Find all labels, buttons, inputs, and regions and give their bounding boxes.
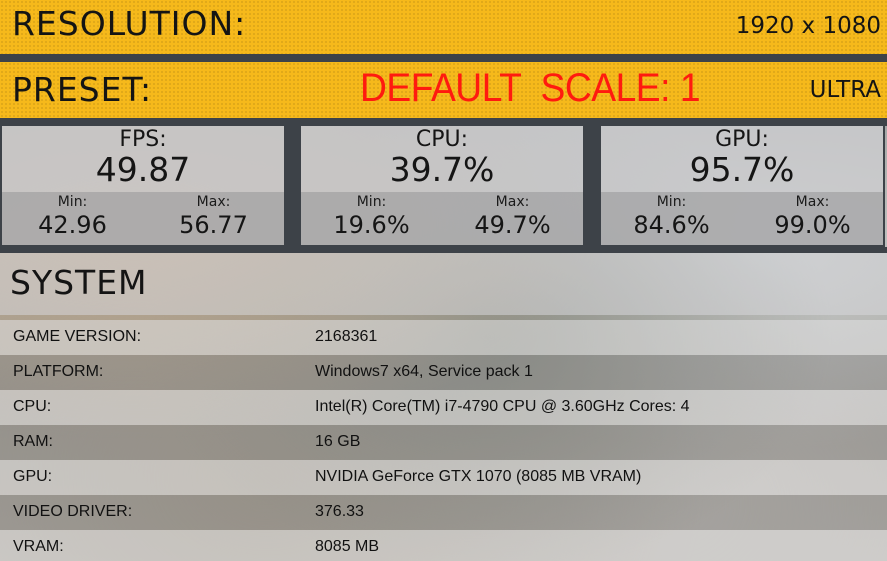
row-key: CPU: <box>13 398 52 415</box>
row-value: 2168361 <box>315 328 378 345</box>
separator <box>0 54 887 62</box>
gpu-main: GPU: 95.7% <box>601 126 883 191</box>
cpu-min-label: Min: <box>356 194 387 210</box>
preset-value: ULTRA <box>809 77 881 103</box>
row-value: 8085 MB <box>315 538 380 555</box>
resolution-label: RESOLUTION: <box>12 4 247 43</box>
gpu-max: Max: 99.0% <box>742 192 883 240</box>
row-value: Windows7 x64, Service pack 1 <box>315 363 533 380</box>
gpu-max-value: 99.0% <box>774 211 851 239</box>
system-header: SYSTEM <box>0 247 887 315</box>
fps-minmax: Min: 42.96 Max: 56.77 <box>2 192 284 245</box>
fps-min: Min: 42.96 <box>2 192 143 240</box>
fps-stat-box: FPS: 49.87 Min: 42.96 Max: 56.77 <box>0 126 286 247</box>
table-row: VIDEO DRIVER: 376.33 <box>0 495 887 530</box>
cpu-min-value: 19.6% <box>333 211 410 239</box>
row-value: Intel(R) Core(TM) i7-4790 CPU @ 3.60GHz … <box>315 398 690 415</box>
row-value: NVIDIA GeForce GTX 1070 (8085 MB VRAM) <box>315 468 642 485</box>
preset-bar: PRESET: DEFAULT SCALE: 1 ULTRA <box>0 62 887 118</box>
row-key: VIDEO DRIVER: <box>13 503 133 520</box>
stat-divider <box>585 126 599 247</box>
fps-max-label: Max: <box>196 194 231 210</box>
cpu-max: Max: 49.7% <box>442 192 583 240</box>
gpu-max-label: Max: <box>795 194 830 210</box>
table-row: CPU: Intel(R) Core(TM) i7-4790 CPU @ 3.6… <box>0 390 887 425</box>
fps-value: 49.87 <box>95 150 191 189</box>
row-key: GPU: <box>13 468 53 485</box>
row-key: RAM: <box>13 433 53 450</box>
table-row: GPU: NVIDIA GeForce GTX 1070 (8085 MB VR… <box>0 460 887 495</box>
gpu-min: Min: 84.6% <box>601 192 742 240</box>
row-value: 376.33 <box>315 503 364 520</box>
gpu-value: 95.7% <box>689 150 795 189</box>
cpu-max-label: Max: <box>495 194 530 210</box>
fps-main: FPS: 49.87 <box>2 126 284 191</box>
row-key: VRAM: <box>13 538 64 555</box>
row-value: 16 GB <box>315 433 361 450</box>
cpu-label: CPU: <box>415 127 469 152</box>
gpu-stat-box: GPU: 95.7% Min: 84.6% Max: 99.0% <box>599 126 885 247</box>
cpu-value: 39.7% <box>389 150 495 189</box>
cpu-main: CPU: 39.7% <box>301 126 583 191</box>
row-key: GAME VERSION: <box>13 328 142 345</box>
table-row: RAM: 16 GB <box>0 425 887 460</box>
row-key: PLATFORM: <box>13 363 104 380</box>
cpu-max-value: 49.7% <box>474 211 551 239</box>
system-title: SYSTEM <box>10 263 148 302</box>
resolution-bar: RESOLUTION: 1920 x 1080 <box>0 0 887 54</box>
stat-divider <box>286 126 299 247</box>
resolution-value: 1920 x 1080 <box>735 13 881 39</box>
gpu-minmax: Min: 84.6% Max: 99.0% <box>601 192 883 245</box>
table-row: VRAM: 8085 MB <box>0 530 887 561</box>
separator <box>0 118 887 126</box>
table-row: PLATFORM: Windows7 x64, Service pack 1 <box>0 355 887 390</box>
preset-label: PRESET: <box>12 70 153 109</box>
fps-min-label: Min: <box>57 194 88 210</box>
fps-max: Max: 56.77 <box>143 192 284 240</box>
gpu-label: GPU: <box>715 127 769 152</box>
cpu-stat-box: CPU: 39.7% Min: 19.6% Max: 49.7% <box>299 126 585 247</box>
system-info-table: GAME VERSION: 2168361 PLATFORM: Windows7… <box>0 320 887 561</box>
cpu-min: Min: 19.6% <box>301 192 442 240</box>
cpu-minmax: Min: 19.6% Max: 49.7% <box>301 192 583 245</box>
gpu-min-label: Min: <box>656 194 687 210</box>
fps-min-value: 42.96 <box>38 211 107 239</box>
preset-scale-text: DEFAULT SCALE: 1 <box>360 66 701 110</box>
table-row: GAME VERSION: 2168361 <box>0 320 887 355</box>
fps-max-value: 56.77 <box>179 211 248 239</box>
gpu-min-value: 84.6% <box>633 211 710 239</box>
fps-label: FPS: <box>119 127 167 152</box>
